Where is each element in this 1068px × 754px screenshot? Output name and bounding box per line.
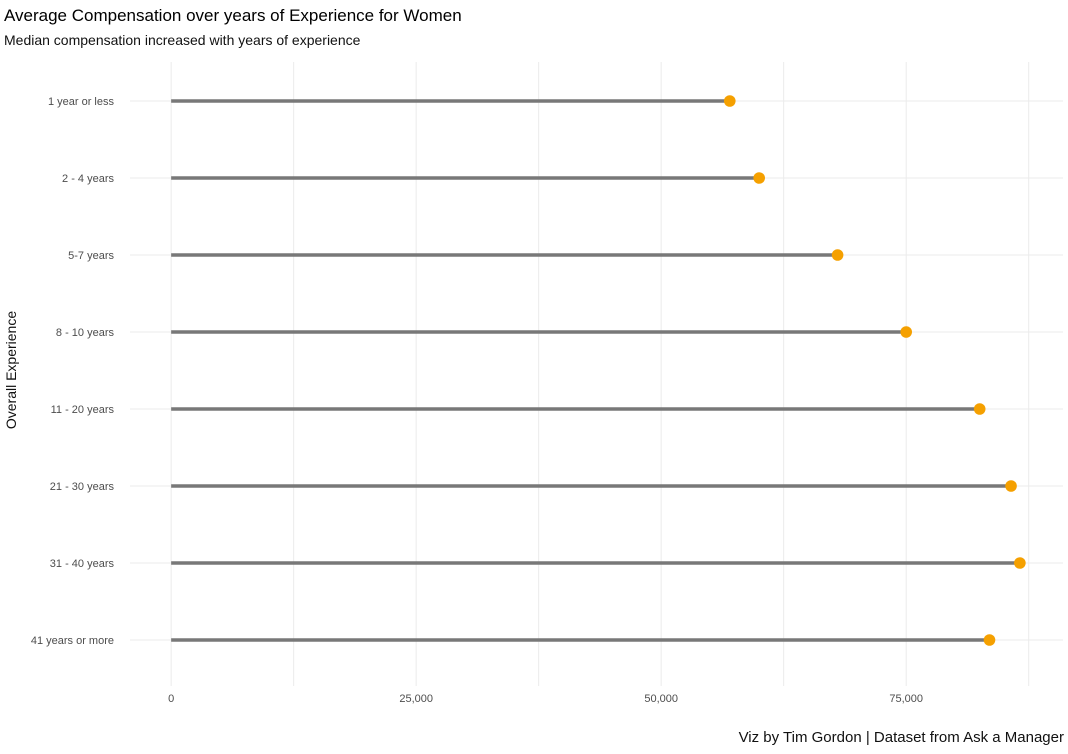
y-tick-label-2-4-years: 2 - 4 years (62, 173, 114, 185)
y-tick-label-41-years-or-more: 41 years or more (31, 635, 114, 647)
y-tick-label-8-10-years: 8 - 10 years (56, 327, 115, 339)
lollipop-segments (171, 99, 1020, 642)
chart-subtitle: Median compensation increased with years… (4, 32, 361, 48)
x-tick-label: 50,000 (644, 693, 678, 705)
point-8-10-years (900, 326, 912, 338)
y-tick-label-5-7-years: 5-7 years (68, 250, 114, 262)
x-tick-labels: 0 25,000 50,000 75,000 (168, 693, 923, 705)
grid-lines (130, 62, 1063, 686)
point-5-7-years (831, 249, 844, 261)
y-tick-label-31-40-years: 31 - 40 years (50, 558, 115, 570)
point-1-year-or-less (723, 95, 736, 107)
y-tick-labels: 1 year or less 2 - 4 years 5-7 years 8 - 10… (31, 96, 115, 647)
point-2-4-years (753, 172, 765, 184)
y-tick-label-21-30-years: 21 - 30 years (50, 481, 115, 493)
point-31-40-years (1014, 557, 1026, 569)
y-tick-label-1-year-or-less: 1 year or less (48, 96, 115, 108)
point-41-years-or-more (983, 634, 996, 646)
lollipop-points (723, 95, 1026, 646)
point-21-30-years (1005, 480, 1017, 492)
y-tick-label-11-20-years: 11 - 20 years (51, 404, 115, 416)
x-tick-label: 75,000 (889, 693, 923, 705)
chart-title: Average Compensation over years of Exper… (4, 6, 462, 25)
point-11-20-years (973, 403, 986, 415)
x-tick-label: 0 (168, 693, 174, 705)
chart-caption: Viz by Tim Gordon | Dataset from Ask a M… (738, 729, 1064, 746)
y-axis-title: Overall Experience (3, 311, 19, 429)
x-tick-label: 25,000 (399, 693, 433, 705)
